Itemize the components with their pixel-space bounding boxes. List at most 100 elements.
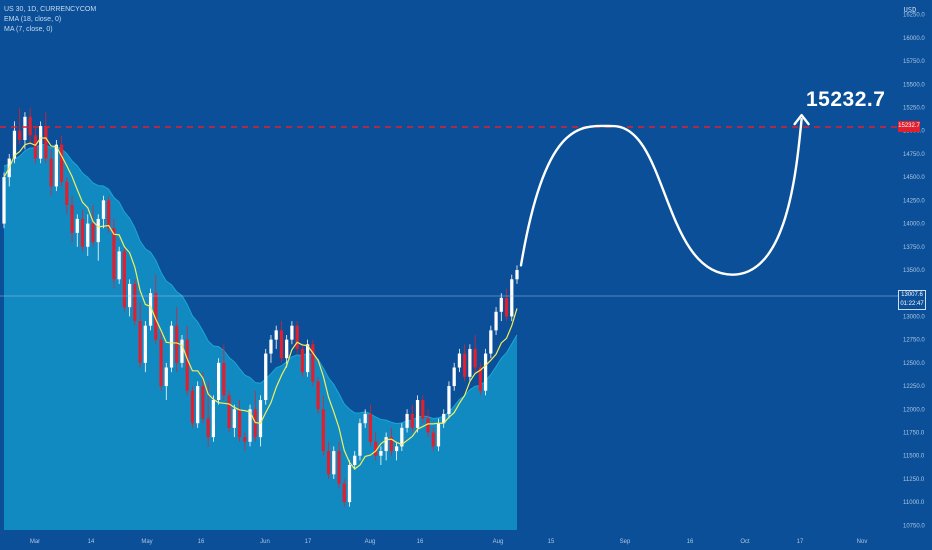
candle [148, 288, 153, 331]
y-tick-label: 12750.0 [903, 338, 925, 344]
candle [499, 293, 503, 322]
candle [216, 358, 221, 405]
candle [91, 205, 95, 247]
candle-body [190, 390, 195, 424]
candle-body [305, 344, 310, 373]
x-tick-label: Nov [857, 539, 868, 545]
candle [175, 307, 179, 373]
candle-body [39, 126, 43, 159]
candle-body [164, 367, 168, 387]
candle-body [65, 181, 69, 205]
y-tick-label: 16000.0 [903, 36, 925, 42]
y-tick-label: 11750.0 [903, 431, 925, 437]
candle-body [159, 339, 163, 387]
y-tick-label: 12250.0 [903, 384, 925, 390]
candle [39, 121, 43, 164]
candle [23, 112, 27, 150]
candle-body [138, 321, 142, 363]
candle [394, 441, 399, 461]
y-tick-label: 11000.0 [903, 500, 925, 506]
candle-body [473, 348, 477, 368]
candle [332, 446, 336, 479]
candle [154, 274, 158, 345]
candle-body [384, 437, 388, 452]
y-tick-label: 14000.0 [903, 222, 925, 228]
candle-body [80, 218, 85, 247]
candle-body [436, 423, 441, 447]
legend-symbol[interactable]: US 30, 1D, CURRENCYCOM [4, 6, 97, 13]
legend-ma[interactable]: MA (7, close, 0) [4, 26, 53, 33]
candle [384, 432, 388, 461]
x-tick-label: Sep [620, 539, 631, 545]
candle [405, 409, 409, 433]
candle [211, 395, 216, 442]
y-tick-label: 15750.0 [903, 59, 925, 65]
candle-body [478, 367, 482, 391]
candle-body [2, 177, 6, 224]
candle [290, 321, 294, 345]
x-tick-label: 16 [198, 539, 205, 545]
candle [59, 135, 64, 187]
candle [389, 427, 393, 456]
candle-body [363, 413, 367, 424]
ma-line [3, 137, 518, 470]
candle-body [154, 293, 158, 340]
candle [133, 279, 137, 326]
candle-body [216, 362, 221, 400]
candle-body [148, 293, 153, 326]
candle-body [253, 409, 257, 438]
candle [368, 404, 373, 447]
candle-body [86, 223, 90, 247]
x-tick-label: 16 [687, 539, 694, 545]
candle [143, 321, 147, 373]
candle [128, 279, 132, 317]
forecast-arrowhead [793, 113, 810, 126]
candle-body [274, 330, 278, 340]
legend-ema[interactable]: EMA (18, close, 0) [4, 16, 62, 23]
candle [463, 344, 467, 382]
gear-icon[interactable]: USD [903, 6, 917, 14]
candle [311, 339, 315, 387]
ema-edge [3, 143, 518, 425]
candle-body [128, 283, 132, 308]
target-price-tag: 15232.7 [898, 121, 920, 132]
y-tick-label: 13000.0 [903, 314, 925, 320]
candle [400, 423, 404, 452]
candle [379, 446, 383, 465]
y-tick-label: 10750.0 [903, 523, 925, 529]
candle-body [368, 413, 373, 442]
candle [358, 418, 362, 461]
candle [274, 325, 278, 349]
candle [374, 432, 378, 461]
candle-body [379, 451, 383, 456]
candle [253, 390, 257, 442]
candle-body [499, 297, 503, 312]
y-tick-label: 14250.0 [903, 198, 925, 204]
candle-body [258, 400, 263, 438]
candle-body [311, 344, 315, 382]
candle-body [180, 339, 184, 363]
candle [468, 344, 472, 382]
candle-body [143, 325, 147, 363]
candle-body [285, 339, 289, 359]
candle [18, 107, 22, 145]
candle [185, 325, 189, 396]
candle [478, 362, 482, 396]
candle-body [316, 381, 320, 410]
x-tick-label: Mar [30, 539, 40, 545]
candle-body [232, 409, 236, 428]
candle-body [44, 126, 48, 159]
current-price: 13007.6 [901, 292, 923, 298]
candle [279, 321, 284, 363]
candle [510, 274, 514, 322]
candle-body [494, 311, 498, 331]
candle-body [337, 451, 341, 484]
candle-body [279, 330, 284, 359]
candle [342, 478, 346, 507]
candle [164, 362, 168, 400]
candle-body [222, 362, 226, 396]
candle-body [12, 130, 17, 159]
candle-body [394, 446, 399, 452]
candle-body [426, 418, 430, 433]
